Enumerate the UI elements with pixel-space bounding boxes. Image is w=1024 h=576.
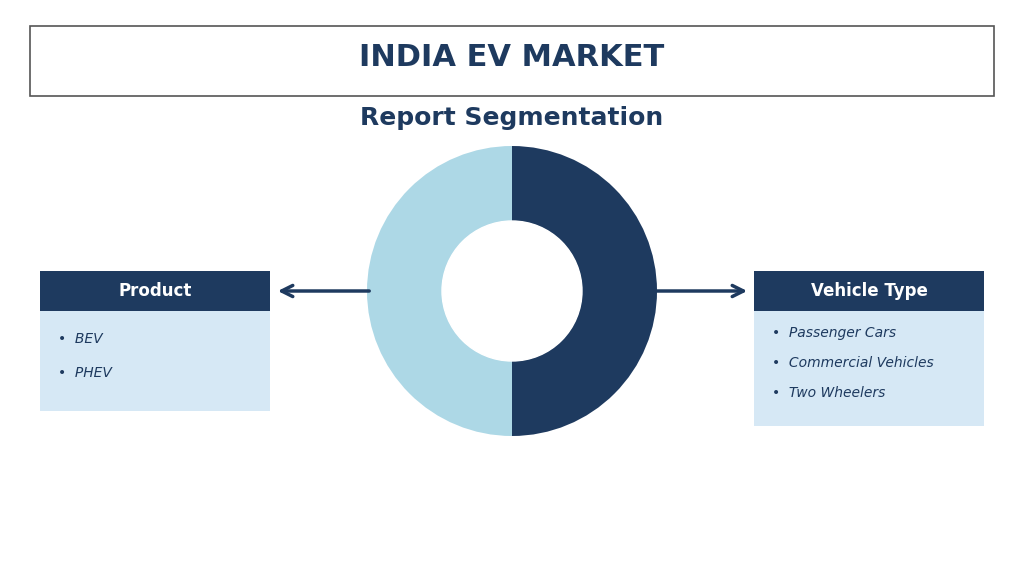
FancyBboxPatch shape [40, 311, 270, 411]
Wedge shape [367, 146, 512, 436]
FancyBboxPatch shape [754, 271, 984, 311]
Text: Report Segmentation: Report Segmentation [360, 106, 664, 130]
Text: •  PHEV: • PHEV [58, 366, 112, 380]
FancyBboxPatch shape [754, 311, 984, 426]
Circle shape [442, 221, 582, 361]
Text: •  Passenger Cars: • Passenger Cars [772, 326, 896, 340]
Wedge shape [512, 146, 657, 436]
FancyBboxPatch shape [40, 271, 270, 311]
Text: •  Two Wheelers: • Two Wheelers [772, 386, 886, 400]
FancyBboxPatch shape [30, 26, 994, 96]
Text: •  BEV: • BEV [58, 332, 102, 346]
Text: INDIA EV MARKET: INDIA EV MARKET [359, 43, 665, 72]
Text: Product: Product [119, 282, 191, 300]
Text: •  Commercial Vehicles: • Commercial Vehicles [772, 356, 934, 370]
Text: Vehicle Type: Vehicle Type [811, 282, 928, 300]
